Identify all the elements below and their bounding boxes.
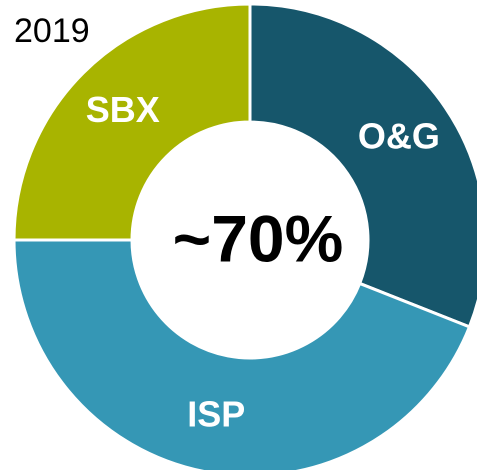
chart-title: 2019 (14, 12, 90, 50)
segment-label: SBX (86, 89, 160, 130)
segment-label: O&G (358, 115, 440, 156)
donut-segment (12, 238, 472, 470)
donut-segment (248, 2, 477, 329)
center-label: ~70% (173, 201, 344, 275)
segment-label: ISP (187, 393, 245, 434)
donut-segment (12, 2, 252, 242)
